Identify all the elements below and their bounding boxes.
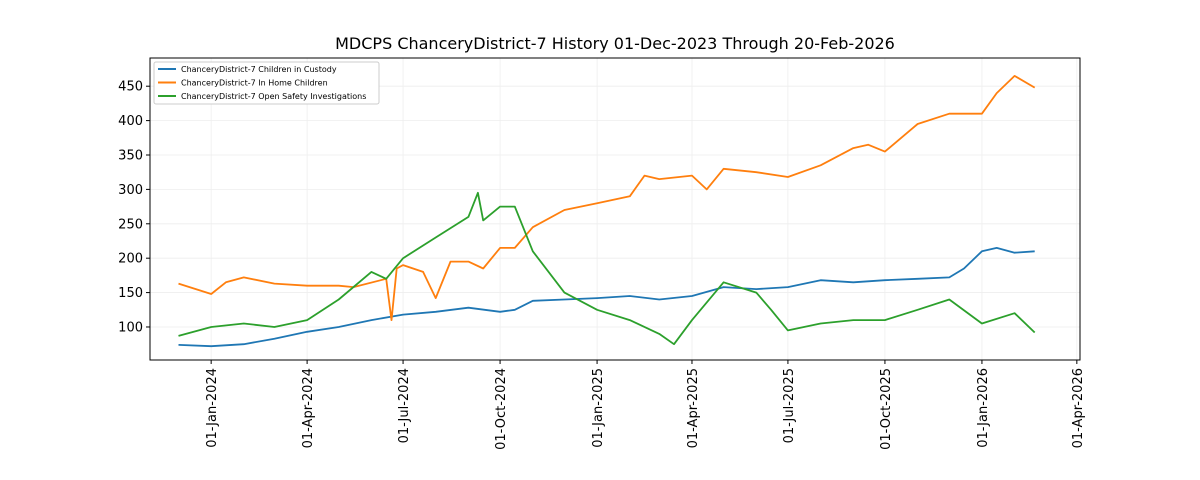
y-tick-label: 400 <box>118 114 143 129</box>
legend-box <box>153 61 380 105</box>
plot-frame <box>149 57 1081 361</box>
y-tick-label: 350 <box>118 148 143 163</box>
series-line-0 <box>178 246 1035 348</box>
x-tick-label: 01-Apr-2025 <box>686 368 701 448</box>
x-tick-label: 01-Jan-2024 <box>205 368 220 448</box>
x-tick-label: 01-Jul-2025 <box>782 368 797 443</box>
legend-label: ChanceryDistrict-7 Open Safety Investiga… <box>181 92 366 101</box>
y-tick-label: 450 <box>118 80 143 95</box>
y-tick-label: 250 <box>118 217 143 232</box>
x-tick-label: 01-Oct-2024 <box>494 368 509 450</box>
x-tick-label: 01-Apr-2024 <box>301 368 316 448</box>
legend-label: ChanceryDistrict-7 In Home Children <box>181 79 328 88</box>
y-tick-label: 200 <box>118 252 143 267</box>
chart-title: MDCPS ChanceryDistrict-7 History 01-Dec-… <box>335 34 895 53</box>
y-tick-label: 300 <box>118 183 143 198</box>
x-tick-label: 01-Jan-2026 <box>976 368 991 448</box>
x-tick-label: 01-Oct-2025 <box>879 368 894 450</box>
y-tick-label: 100 <box>118 320 143 335</box>
legend-label: ChanceryDistrict-7 Children in Custody <box>181 65 337 74</box>
series-line-2 <box>178 191 1036 346</box>
y-tick-label: 150 <box>118 286 143 301</box>
series-line-1 <box>178 75 1036 322</box>
x-tick-label: 01-Jan-2025 <box>591 368 606 448</box>
x-tick-label: 01-Jul-2024 <box>397 368 412 443</box>
x-tick-label: 01-Apr-2026 <box>1071 368 1086 448</box>
